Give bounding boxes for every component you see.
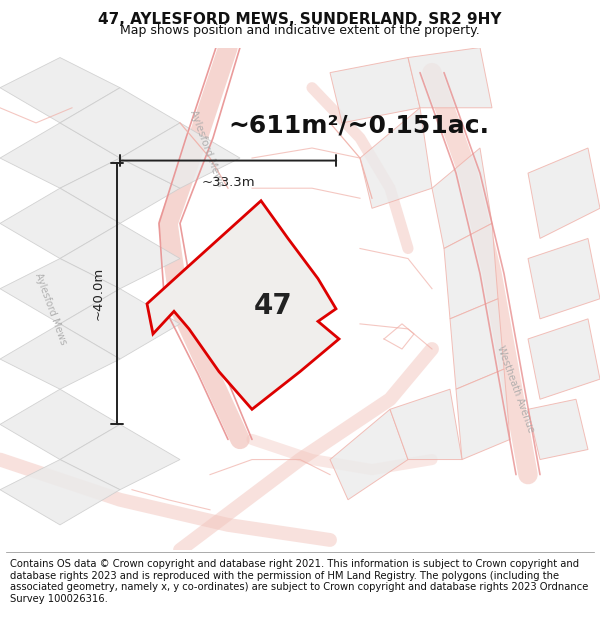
Polygon shape (0, 188, 120, 259)
Text: ~611m²/~0.151ac.: ~611m²/~0.151ac. (228, 113, 489, 138)
Text: Westheath Avenue: Westheath Avenue (496, 344, 536, 434)
Polygon shape (444, 223, 498, 319)
Polygon shape (60, 158, 180, 223)
Text: Contains OS data © Crown copyright and database right 2021. This information is : Contains OS data © Crown copyright and d… (10, 559, 589, 604)
Polygon shape (0, 324, 120, 389)
Text: 47, AYLESFORD MEWS, SUNDERLAND, SR2 9HY: 47, AYLESFORD MEWS, SUNDERLAND, SR2 9HY (98, 12, 502, 27)
Polygon shape (0, 389, 120, 459)
Text: Aylesford Mews: Aylesford Mews (34, 271, 68, 346)
Polygon shape (0, 459, 120, 525)
Text: 47: 47 (254, 292, 292, 320)
Polygon shape (528, 148, 600, 239)
Polygon shape (60, 88, 180, 158)
Polygon shape (528, 239, 600, 319)
Text: Map shows position and indicative extent of the property.: Map shows position and indicative extent… (120, 24, 480, 37)
Polygon shape (330, 58, 420, 123)
Polygon shape (432, 148, 492, 249)
Polygon shape (60, 223, 180, 289)
Polygon shape (456, 369, 510, 459)
Polygon shape (0, 259, 120, 324)
Text: ~40.0m: ~40.0m (92, 267, 105, 321)
Polygon shape (0, 123, 120, 188)
Polygon shape (528, 399, 588, 459)
Polygon shape (0, 58, 120, 123)
Polygon shape (360, 107, 432, 208)
Polygon shape (60, 289, 180, 359)
Polygon shape (528, 319, 600, 399)
Polygon shape (408, 48, 492, 108)
Polygon shape (450, 299, 504, 389)
Text: Aylesford Mews: Aylesford Mews (188, 108, 226, 188)
Polygon shape (147, 201, 339, 409)
Text: ~33.3m: ~33.3m (201, 176, 255, 189)
Polygon shape (390, 389, 462, 459)
Polygon shape (60, 424, 180, 490)
Polygon shape (120, 123, 240, 188)
Polygon shape (330, 409, 408, 500)
